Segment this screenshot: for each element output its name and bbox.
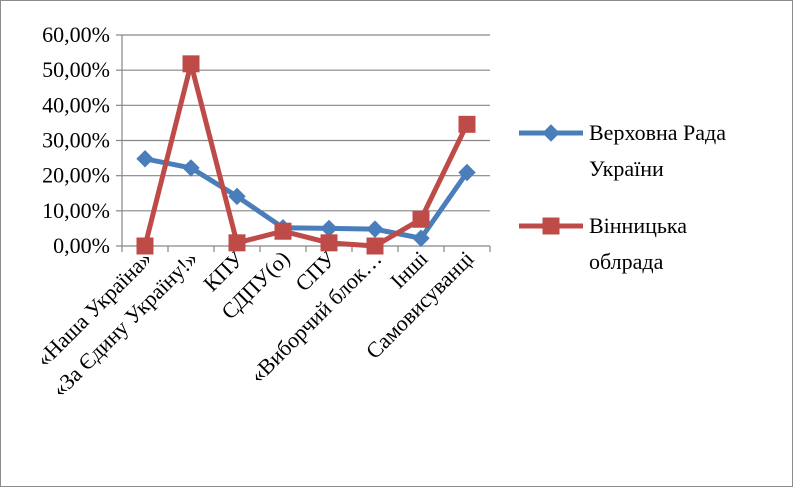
- legend: Верховна Рада України Вінницька облрада: [519, 120, 726, 274]
- series-layer: [136, 55, 476, 255]
- y-tick-label: 30,00%: [42, 128, 110, 153]
- series-2: [136, 55, 476, 255]
- axes: [116, 34, 491, 252]
- data-point-square: [274, 222, 292, 240]
- series-1: [136, 150, 476, 247]
- y-axis-tick-labels: 0,00% 10,00% 20,00% 30,00% 40,00% 50,00% 60,00…: [42, 22, 110, 258]
- data-point-square: [228, 234, 246, 252]
- data-point-diamond: [458, 163, 476, 182]
- data-point-square: [136, 237, 154, 255]
- y-tick-label: 10,00%: [42, 198, 110, 223]
- y-tick-label: 50,00%: [42, 57, 110, 82]
- y-tick-label: 0,00%: [53, 233, 110, 258]
- data-point-diamond: [228, 187, 246, 206]
- y-tick-label: 40,00%: [42, 92, 110, 117]
- data-point-diamond: [412, 229, 430, 247]
- legend-item: Верховна Рада України: [519, 120, 726, 181]
- data-point-diamond: [182, 159, 200, 177]
- legend-label: Вінницька: [589, 213, 687, 238]
- data-point-square: [182, 55, 200, 73]
- data-point-square: [542, 217, 560, 235]
- y-tick-label: 20,00%: [42, 163, 110, 188]
- data-point-diamond: [366, 220, 384, 238]
- legend-label: України: [589, 156, 664, 181]
- legend-item: Вінницька облрада: [519, 213, 687, 274]
- x-axis-category-labels: «Наша Україна»«За Єдину Україну!»КПУСДПУ…: [31, 246, 479, 402]
- legend-label: облрада: [589, 249, 664, 274]
- legend-label: Верховна Рада: [589, 120, 726, 145]
- series-line: [142, 156, 470, 241]
- data-point-diamond: [542, 124, 560, 142]
- y-tick-label: 60,00%: [42, 22, 110, 47]
- data-point-square: [320, 234, 338, 252]
- data-point-square: [366, 237, 384, 255]
- data-point-square: [412, 210, 430, 228]
- data-point-square: [458, 115, 476, 133]
- data-point-diamond: [320, 219, 338, 238]
- data-point-diamond: [136, 150, 154, 168]
